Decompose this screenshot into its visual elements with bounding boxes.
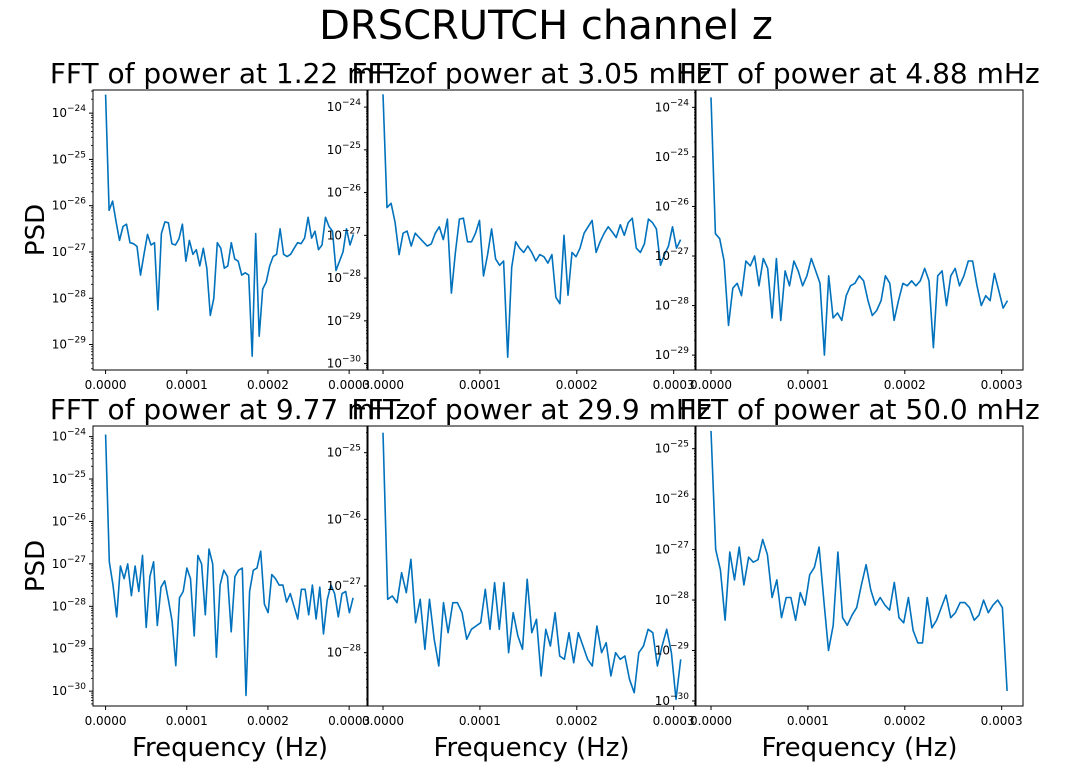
y-tick-label: 10−26 <box>52 512 87 528</box>
y-tick-label: 10−24 <box>52 104 87 120</box>
x-tick-label: 0.0001 <box>787 378 829 392</box>
axes-frame <box>92 425 368 707</box>
y-tick-label: 10−24 <box>327 98 362 114</box>
x-tick-label: 0.0002 <box>556 378 598 392</box>
y-tick-label: 10−24 <box>52 428 87 444</box>
x-tick-label: 0.0002 <box>556 714 598 728</box>
x-tick-label: 0.0002 <box>247 714 289 728</box>
subplot-title: FFT of power at 50.0 mHz <box>679 393 1039 426</box>
y-tick-label: 10−27 <box>327 577 361 593</box>
y-tick-label: 10−25 <box>655 440 689 456</box>
y-tick-label: 10−28 <box>327 644 362 660</box>
psd-series-line <box>710 97 1009 356</box>
y-tick-label: 10−26 <box>52 197 87 213</box>
x-tick-label: 0.0001 <box>459 378 501 392</box>
y-tick-label: 10−30 <box>52 682 87 698</box>
y-tick-label: 10−28 <box>52 289 87 305</box>
y-tick-label: 10−30 <box>327 355 362 371</box>
y-tick-label: 10−26 <box>327 184 362 200</box>
subplot-title: FFT of power at 9.77 mHz <box>50 393 410 426</box>
x-tick-label: 0.0002 <box>884 378 926 392</box>
y-tick-label: 10−27 <box>327 226 361 242</box>
y-tick-label: 10−25 <box>655 148 689 164</box>
x-tick-label: 0.0001 <box>166 714 208 728</box>
y-tick-label: 10−25 <box>327 141 361 157</box>
x-tick-label: 0.0000 <box>362 378 404 392</box>
x-tick-label: 0.0003 <box>653 714 695 728</box>
y-tick-label: 10−26 <box>655 490 690 506</box>
x-tick-label: 0.0003 <box>328 378 370 392</box>
y-tick-label: 10−26 <box>655 197 690 213</box>
y-tick-label: 10−29 <box>52 336 87 352</box>
x-axis-label: Frequency (Hz) <box>433 733 629 763</box>
y-tick-label: 10−25 <box>327 444 361 460</box>
y-tick-label: 10−25 <box>52 150 86 166</box>
y-tick-label: 10−27 <box>655 541 689 557</box>
y-tick-label: 10−26 <box>327 510 362 526</box>
subplot-3: 0.0000 0.0001 0.0002 0.0003 10−29 10−28 10−27 1… <box>655 57 1040 392</box>
subplot-6: 0.0000 0.0001 0.0002 0.000310−3010−2910−281… <box>655 393 1040 763</box>
y-tick-label: 10−28 <box>655 591 690 607</box>
y-tick-label: 10−29 <box>327 312 362 328</box>
x-tick-label: 0.0001 <box>166 378 208 392</box>
y-axis-label: PSD <box>21 204 51 256</box>
subplot-title: FFT of power at 29.9 mHz <box>351 393 711 426</box>
psd-series-line <box>710 430 1008 691</box>
x-tick-label: 0.0001 <box>459 714 501 728</box>
y-tick-label: 10−29 <box>655 346 690 362</box>
y-axis-label: PSD <box>21 540 51 592</box>
x-tick-label: 0.0003 <box>981 378 1023 392</box>
x-tick-label: 0.0000 <box>85 378 127 392</box>
psd-series-line <box>104 434 354 697</box>
axes-frame <box>695 425 1024 707</box>
x-tick-label: 0.0000 <box>690 714 732 728</box>
y-tick-label: 10−28 <box>655 297 690 313</box>
psd-series-line <box>382 94 682 359</box>
y-tick-label: 10−25 <box>52 470 86 486</box>
subplot-title: FFT of power at 4.88 mHz <box>679 57 1039 90</box>
figure-title: DRSCRUTCH channel z <box>319 3 773 49</box>
axes-frame <box>367 89 696 371</box>
subplot-4: 0.0000 0.0001 0.0002 0.0003 10−30 10−29 10−28 1… <box>21 393 410 763</box>
psd-series-line <box>382 432 682 701</box>
x-tick-label: 0.0003 <box>981 714 1023 728</box>
x-axis-label: Frequency (Hz) <box>132 733 328 763</box>
x-tick-label: 0.0003 <box>653 378 695 392</box>
x-tick-label: 0.0002 <box>247 378 289 392</box>
x-tick-label: 0.0003 <box>328 714 370 728</box>
x-tick-label: 0.0002 <box>884 714 926 728</box>
x-tick-label: 0.0001 <box>787 714 829 728</box>
y-tick-label: 10−28 <box>327 269 362 285</box>
y-tick-label: 10−24 <box>655 98 690 114</box>
y-tick-label: 10−28 <box>52 597 87 613</box>
x-tick-label: 0.0000 <box>690 378 732 392</box>
x-axis-label: Frequency (Hz) <box>761 733 957 763</box>
axes-frame <box>695 89 1024 371</box>
y-tick-label: 10−27 <box>52 555 86 571</box>
y-tick-label: 10−27 <box>655 247 689 263</box>
x-tick-label: 0.0000 <box>85 714 127 728</box>
axes-frame <box>367 425 696 707</box>
x-tick-label: 0.0000 <box>362 714 404 728</box>
subplot-title: FFT of power at 3.05 mHz <box>351 57 711 90</box>
subplot-title: FFT of power at 1.22 mHz <box>50 57 410 90</box>
psd-series-line <box>104 94 355 357</box>
y-tick-label: 10−29 <box>52 640 87 656</box>
y-tick-label: 10−27 <box>52 243 86 259</box>
